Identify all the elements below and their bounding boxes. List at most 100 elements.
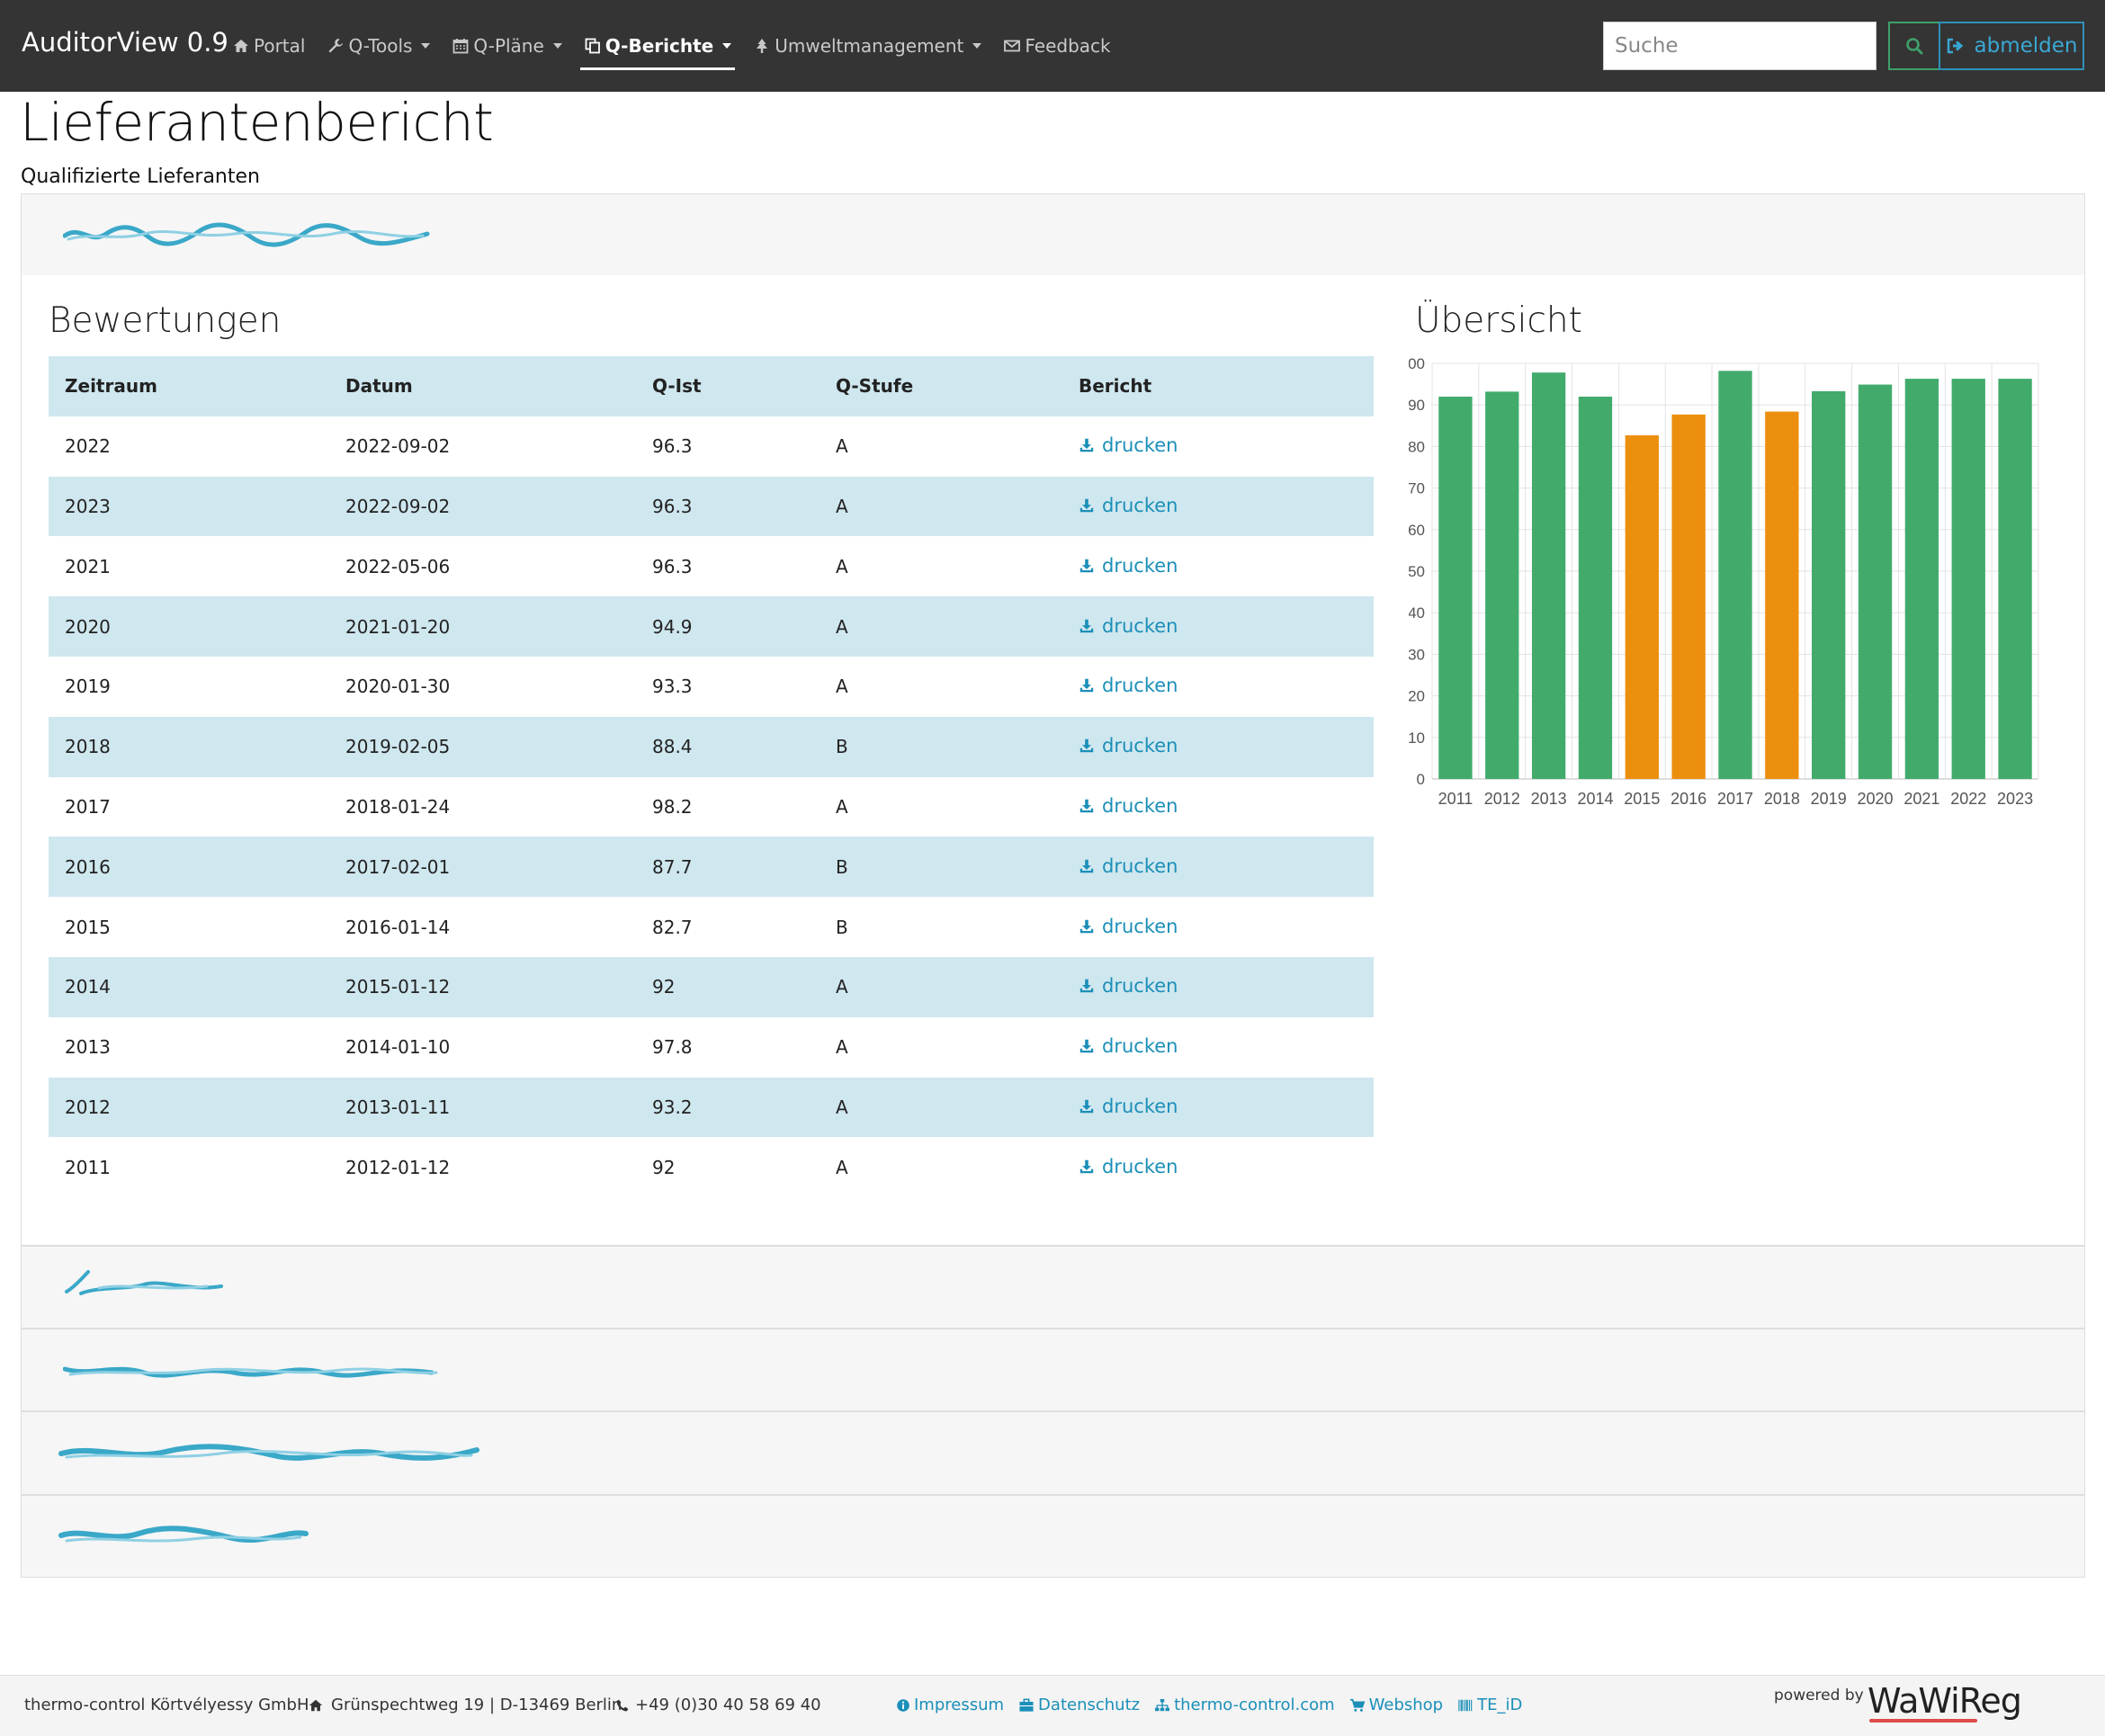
supplier-panel-header[interactable] bbox=[21, 1495, 2085, 1578]
nav-label: Portal bbox=[254, 35, 306, 57]
supplier-panel-header[interactable] bbox=[21, 1411, 2085, 1495]
print-report-link[interactable]: drucken bbox=[1079, 1156, 1178, 1177]
thermo-control-link[interactable]: thermo-control.com bbox=[1154, 1696, 1335, 1714]
cell-zeitraum: 2014 bbox=[49, 956, 329, 1017]
overview-bar-chart: 0 10 20 30 40 50 60 70 80 90 100 2011 2012 2013 2014 20… bbox=[1409, 355, 2039, 808]
column-header-zeitraum[interactable]: Zeitraum bbox=[49, 356, 329, 416]
cell-q-ist: 96.3 bbox=[652, 435, 693, 458]
print-report-link[interactable]: drucken bbox=[1079, 495, 1178, 516]
search-input[interactable] bbox=[1603, 22, 1877, 70]
cell-zeitraum: 2011 bbox=[65, 1156, 111, 1178]
wawireg-logo[interactable]: WaWiReg bbox=[1868, 1681, 2022, 1721]
download-icon bbox=[1079, 980, 1094, 993]
impressum-link[interactable]: Impressum bbox=[896, 1696, 1004, 1714]
nav-item-feedback[interactable]: Feedback bbox=[992, 0, 1121, 92]
cell-q-stufe: A bbox=[820, 476, 1062, 537]
cell-datum: 2014-01-10 bbox=[345, 1036, 451, 1059]
cell-zeitraum: 2018 bbox=[49, 716, 329, 777]
column-header-q-ist[interactable]: Q-Ist bbox=[636, 356, 820, 416]
nav-item-q-tools[interactable]: Q-Tools bbox=[316, 0, 441, 92]
x-tick-label: 2023 bbox=[1997, 790, 2033, 808]
bar-2014[interactable] bbox=[1578, 396, 1613, 779]
download-icon bbox=[1079, 919, 1094, 933]
supplier-panel-header[interactable] bbox=[21, 193, 2085, 276]
cell-bericht: drucken bbox=[1062, 416, 1374, 477]
print-report-link[interactable]: drucken bbox=[1079, 916, 1178, 937]
cell-q-stufe: A bbox=[836, 555, 848, 577]
footer-links: Impressum Datenschutz thermo-control.com… bbox=[896, 1696, 1536, 1714]
chevron-down-icon bbox=[421, 43, 431, 49]
bar-2011[interactable] bbox=[1438, 396, 1473, 779]
datenschutz-link[interactable]: Datenschutz bbox=[1018, 1696, 1140, 1714]
print-label: drucken bbox=[1102, 1155, 1178, 1177]
print-report-link[interactable]: drucken bbox=[1079, 1035, 1178, 1057]
print-report-link[interactable]: drucken bbox=[1079, 675, 1178, 696]
bar-2015[interactable] bbox=[1625, 434, 1659, 779]
app-brand[interactable]: AuditorView 0.9 bbox=[22, 27, 228, 58]
bar-2013[interactable] bbox=[1531, 372, 1566, 779]
column-header-datum[interactable]: Datum bbox=[329, 356, 636, 416]
print-report-link[interactable]: drucken bbox=[1079, 555, 1178, 577]
print-report-link[interactable]: drucken bbox=[1079, 735, 1178, 756]
bar-2018[interactable] bbox=[1765, 411, 1799, 779]
cell-q-stufe: A bbox=[836, 795, 848, 818]
main-nav: Portal Q-Tools Q-Pläne Q-Berichte bbox=[221, 0, 1122, 92]
download-icon bbox=[1079, 859, 1094, 872]
logout-button[interactable]: abmelden bbox=[1939, 22, 2084, 70]
print-label: drucken bbox=[1102, 554, 1178, 577]
download-icon bbox=[1079, 619, 1094, 632]
cell-datum: 2016-01-14 bbox=[345, 916, 451, 938]
nav-item-q-berichte[interactable]: Q-Berichte bbox=[573, 0, 742, 92]
sign-out-icon bbox=[1947, 38, 1963, 54]
sitemap-icon bbox=[1155, 1698, 1170, 1711]
footer-address-text: Grünspechtweg 19 | D-13469 Berlin bbox=[331, 1696, 623, 1714]
supplier-panel-header[interactable] bbox=[21, 1246, 2085, 1329]
print-report-link[interactable]: drucken bbox=[1079, 434, 1178, 456]
nav-item-umweltmanagement[interactable]: Umweltmanagement bbox=[742, 0, 992, 92]
print-report-link[interactable]: drucken bbox=[1079, 855, 1178, 877]
redacted-scribble bbox=[65, 1270, 223, 1295]
bar-2023[interactable] bbox=[1998, 379, 2032, 779]
te-id-link[interactable]: TE_iD bbox=[1457, 1696, 1522, 1714]
cell-bericht: drucken bbox=[1062, 536, 1374, 596]
supplier-panel-header[interactable] bbox=[21, 1329, 2085, 1411]
print-report-link[interactable]: drucken bbox=[1079, 795, 1178, 817]
nav-item-q-plaene[interactable]: Q-Pläne bbox=[441, 0, 572, 92]
column-header-q-stufe[interactable]: Q-Stufe bbox=[820, 356, 1062, 416]
download-icon bbox=[1079, 498, 1094, 513]
bar-2019[interactable] bbox=[1812, 390, 1846, 779]
bar-2022[interactable] bbox=[1951, 379, 1985, 779]
search-button[interactable] bbox=[1888, 22, 1939, 70]
print-report-link[interactable]: drucken bbox=[1079, 975, 1178, 997]
y-tick-label: 30 bbox=[1409, 646, 1425, 663]
cell-q-stufe: A bbox=[836, 676, 848, 698]
overview-heading: Übersicht bbox=[1415, 300, 1582, 341]
bar-2021[interactable] bbox=[1904, 379, 1939, 779]
column-header-bericht[interactable]: Bericht bbox=[1062, 356, 1374, 416]
footer: thermo-control Körtvélyessy GmbH Grünspe… bbox=[0, 1675, 2105, 1736]
bar-2012[interactable] bbox=[1485, 391, 1519, 779]
page-subtitle: Qualifizierte Lieferanten bbox=[21, 166, 260, 188]
cell-datum: 2018-01-24 bbox=[345, 795, 451, 818]
cell-q-ist: 93.3 bbox=[652, 676, 693, 698]
bar-2020[interactable] bbox=[1858, 384, 1893, 779]
print-report-link[interactable]: drucken bbox=[1079, 1096, 1178, 1117]
cell-datum: 2022-05-06 bbox=[345, 555, 451, 577]
ratings-heading: Bewertungen bbox=[49, 300, 282, 341]
y-tick-label: 20 bbox=[1409, 688, 1425, 705]
nav-item-portal[interactable]: Portal bbox=[221, 0, 316, 92]
x-tick-label: 2012 bbox=[1484, 790, 1520, 808]
home-icon bbox=[232, 37, 250, 55]
table-header-row: Zeitraum Datum Q-Ist Q-Stufe Bericht bbox=[49, 356, 1374, 416]
bar-2016[interactable] bbox=[1671, 414, 1706, 779]
bar-2017[interactable] bbox=[1718, 371, 1752, 779]
print-report-link[interactable]: drucken bbox=[1079, 615, 1178, 637]
cell-q-ist: 92 bbox=[636, 956, 820, 1017]
webshop-link[interactable]: Webshop bbox=[1349, 1696, 1443, 1714]
cell-bericht: drucken bbox=[1062, 596, 1374, 657]
